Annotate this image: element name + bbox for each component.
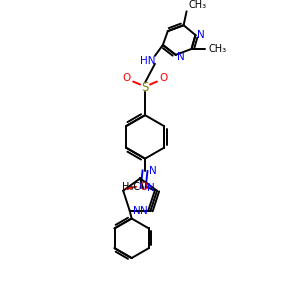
Text: N: N [177, 52, 184, 62]
Text: N: N [147, 183, 155, 193]
Text: N: N [196, 30, 204, 40]
Text: O: O [160, 73, 168, 82]
Text: N: N [133, 206, 140, 216]
Text: HN: HN [140, 56, 156, 66]
Text: CH₃: CH₃ [208, 44, 226, 54]
Text: H₃C: H₃C [122, 182, 140, 192]
Text: O: O [140, 182, 148, 192]
Text: N: N [140, 206, 148, 216]
Text: N: N [149, 166, 157, 176]
Text: O: O [122, 73, 130, 82]
Text: CH₃: CH₃ [188, 0, 206, 11]
Text: S: S [141, 81, 149, 94]
